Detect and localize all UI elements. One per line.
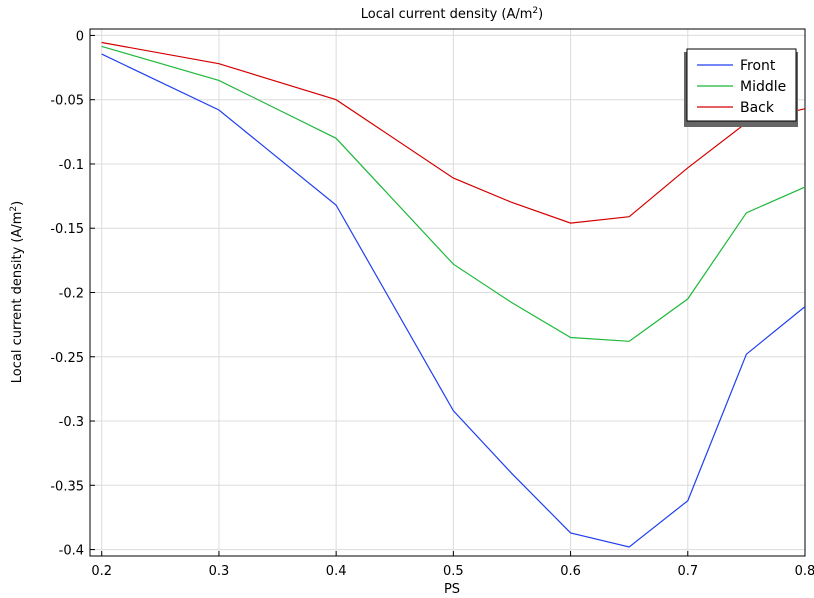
x-tick-label: 0.8: [795, 564, 814, 579]
x-tick-label: 0.3: [209, 564, 230, 579]
legend-label: Front: [740, 58, 776, 74]
x-tick-label: 0.2: [91, 564, 112, 579]
y-axis-label-end: ): [10, 201, 25, 206]
legend-label: Middle: [740, 79, 786, 95]
legend-label: Back: [740, 100, 775, 116]
chart-title-end: ): [538, 7, 543, 22]
axis-ticks: 0.2 0.3 0.4 0.5 0.6 0.7 0.8 0 -0.05 -0.1 -0.15 -0.2…: [50, 29, 814, 579]
y-tick-label: -0.05: [50, 94, 84, 109]
series-line-back: [101, 41, 806, 224]
y-tick-label: 0: [76, 29, 84, 44]
x-tick-label: 0.4: [326, 564, 347, 579]
series-line-front: [101, 53, 806, 548]
y-tick-label: -0.15: [50, 222, 84, 237]
y-tick-label: -0.1: [59, 158, 84, 173]
legend-box: [686, 48, 797, 122]
y-tick-label: -0.4: [59, 544, 84, 559]
x-tick-label: 0.7: [677, 564, 698, 579]
y-axis-label: Local current density (A/m2): [9, 201, 25, 383]
legend: Front Middle Back: [684, 48, 798, 127]
y-tick-label: -0.35: [50, 479, 84, 494]
x-axis-label: PS: [444, 582, 460, 597]
chart-title-main: Local current density (A/m: [361, 7, 533, 22]
x-tick-label: 0.6: [560, 564, 581, 579]
y-tick-label: -0.25: [50, 351, 84, 366]
y-axis-label-main: Local current density (A/m: [10, 212, 25, 384]
y-tick-label: -0.2: [59, 287, 84, 302]
x-tick-label: 0.5: [443, 564, 464, 579]
y-axis-label-superscript: 2: [9, 206, 19, 212]
series-lines: [101, 41, 806, 548]
series-line-middle: [101, 45, 806, 342]
chart-title-superscript: 2: [532, 6, 538, 16]
chart-title: Local current density (A/m2): [361, 6, 543, 22]
y-tick-label: -0.3: [59, 415, 84, 430]
